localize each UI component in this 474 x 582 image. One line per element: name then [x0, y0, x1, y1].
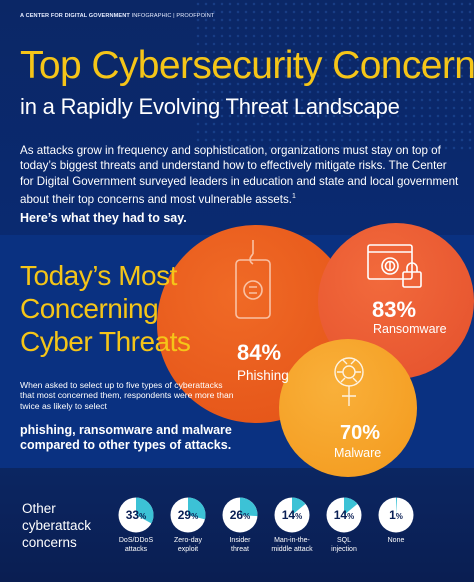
- pie-label-line: Zero-day: [173, 537, 202, 544]
- pie-label-line: threat: [231, 545, 249, 553]
- concerns-description: When asked to select up to five types of…: [20, 380, 234, 411]
- concerns-title-line: Concerning: [20, 293, 159, 324]
- pie-label-line: middle attack: [271, 545, 313, 553]
- bug-circuit-icon: [334, 357, 364, 406]
- pie-indicator: [118, 497, 154, 533]
- pie-value-suffix: %: [395, 512, 403, 521]
- malware-label: Malware: [334, 446, 382, 460]
- pie-label-line: None: [387, 537, 405, 544]
- pie-indicator: [274, 497, 310, 533]
- pie-value-suffix: %: [191, 512, 199, 521]
- pie-label-line: SQL: [336, 537, 351, 544]
- phishing-value: 84%: [237, 340, 282, 365]
- pie-value-number: 14: [333, 508, 348, 522]
- pie-label-line: exploit: [177, 545, 199, 553]
- pie-label: Insider threat: [212, 537, 268, 554]
- pie-label-line: injection: [331, 545, 357, 553]
- pie-value: 14%: [272, 508, 312, 522]
- pie-slice: [396, 497, 398, 515]
- subtitle: in a Rapidly Evolving Threat Landscape: [20, 94, 400, 119]
- pie-slice: [136, 497, 154, 524]
- phishing-label: Phishing: [237, 368, 289, 383]
- pie-value: 14%: [324, 508, 364, 522]
- phishing-hook-icon: [235, 240, 271, 319]
- concerns-title: Today’s Most Concerning Cyber Threats: [20, 259, 191, 358]
- malware-value: 70%: [340, 422, 381, 444]
- pie-label: None: [368, 537, 424, 546]
- pie-slice: [240, 497, 258, 517]
- pie-label-line: Insider: [229, 537, 251, 544]
- pie-value-suffix: %: [243, 512, 251, 521]
- pie-value-suffix: %: [139, 512, 147, 521]
- pie-value-number: 33: [125, 508, 140, 522]
- pie-label-line: Man-in-the-: [274, 537, 310, 544]
- pie-label: Zero-day exploit: [160, 537, 216, 554]
- pie-indicator: [222, 497, 258, 533]
- malware-circle: [279, 339, 417, 477]
- ransomware-value: 83%: [372, 297, 417, 322]
- pie-value-number: 26: [229, 508, 244, 522]
- other-concerns-label: Other cyberattack concerns: [22, 500, 91, 551]
- pie-value-number: 1: [389, 508, 396, 522]
- pie-indicator: [326, 497, 362, 533]
- pie-value: 33%: [116, 508, 156, 522]
- dot-pattern: [194, 0, 474, 150]
- pie-label: Man-in-the-middle attack: [264, 537, 320, 554]
- pie-slice: [188, 497, 206, 520]
- other-label-line: concerns: [22, 535, 77, 550]
- fingerprint-lock-icon: [367, 244, 422, 288]
- pie-value: 26%: [220, 508, 260, 522]
- pie-label-line: attacks: [124, 545, 148, 553]
- pie-label: SQL injection: [316, 537, 372, 554]
- pie-label: DoS/DDoS attacks: [108, 537, 164, 554]
- concerns-title-line: Today’s Most: [20, 260, 177, 291]
- pie-value-number: 29: [177, 508, 192, 522]
- other-label-line: Other: [22, 501, 56, 516]
- pie-label-line: DoS/DDoS: [118, 537, 154, 544]
- pie-indicator: [170, 497, 206, 533]
- footnote-marker: 1: [291, 193, 296, 201]
- ransomware-label: Ransomware: [373, 322, 447, 336]
- intro-paragraph: As attacks grow in frequency and sophist…: [20, 144, 459, 207]
- pie-value: 1%: [376, 508, 416, 522]
- pie-slice: [344, 497, 358, 515]
- pie-indicator: [378, 497, 414, 533]
- pie-value-suffix: %: [295, 512, 303, 521]
- pie-value-number: 14: [281, 508, 296, 522]
- header-brand: A CENTER FOR DIGITAL GOVERNMENT INFOGRAP…: [20, 13, 215, 19]
- pie-slice: [292, 497, 306, 515]
- pie-value-suffix: %: [347, 512, 355, 521]
- concerns-title-line: Cyber Threats: [20, 326, 191, 357]
- other-label-line: cyberattack: [22, 518, 92, 533]
- main-title: Top Cybersecurity Concerns: [20, 44, 474, 87]
- intro-say: Here’s what they had to say.: [20, 211, 187, 225]
- pie-value: 29%: [168, 508, 208, 522]
- concerns-highlight: phishing, ransomware and malware compare…: [20, 423, 232, 452]
